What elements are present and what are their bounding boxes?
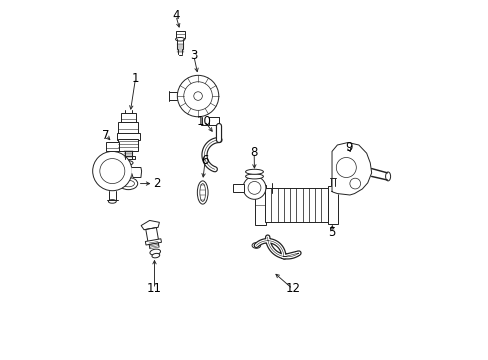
Ellipse shape [123, 161, 133, 165]
Bar [233, 184, 244, 192]
Text: 5: 5 [327, 226, 335, 239]
Polygon shape [145, 228, 158, 242]
Bar [118, 122, 138, 134]
Bar [106, 143, 119, 152]
Ellipse shape [245, 169, 263, 174]
Circle shape [349, 178, 360, 189]
Polygon shape [145, 239, 161, 245]
Ellipse shape [251, 243, 260, 248]
Text: 10: 10 [197, 114, 211, 127]
Bar [118, 139, 138, 151]
Text: 11: 11 [147, 283, 162, 296]
Circle shape [193, 92, 202, 100]
Circle shape [100, 158, 124, 184]
Text: 12: 12 [285, 283, 300, 296]
Bar [264, 188, 327, 222]
Text: 8: 8 [250, 146, 257, 159]
Circle shape [177, 75, 218, 117]
Text: 2: 2 [153, 177, 161, 190]
Ellipse shape [245, 174, 263, 179]
Polygon shape [331, 143, 371, 195]
Bar [175, 31, 184, 38]
Polygon shape [141, 220, 159, 230]
Polygon shape [132, 167, 142, 177]
Text: 3: 3 [190, 49, 197, 62]
Ellipse shape [175, 37, 184, 41]
Ellipse shape [385, 172, 390, 181]
Text: 4: 4 [172, 9, 179, 22]
Bar [255, 185, 265, 225]
Ellipse shape [150, 249, 160, 255]
Circle shape [336, 157, 356, 177]
Circle shape [183, 82, 212, 111]
Bar [116, 133, 140, 140]
Bar [121, 113, 136, 122]
Circle shape [93, 152, 132, 191]
Bar [122, 156, 135, 159]
Text: 9: 9 [345, 141, 352, 154]
Circle shape [247, 181, 261, 194]
Text: 1: 1 [132, 72, 139, 85]
Ellipse shape [197, 181, 207, 204]
Ellipse shape [152, 253, 160, 258]
Text: 6: 6 [201, 154, 208, 167]
Ellipse shape [200, 184, 205, 202]
Bar [327, 186, 337, 224]
Text: 7: 7 [102, 129, 109, 142]
Ellipse shape [108, 200, 116, 203]
Ellipse shape [119, 177, 138, 190]
Circle shape [243, 176, 265, 199]
Ellipse shape [122, 180, 134, 187]
